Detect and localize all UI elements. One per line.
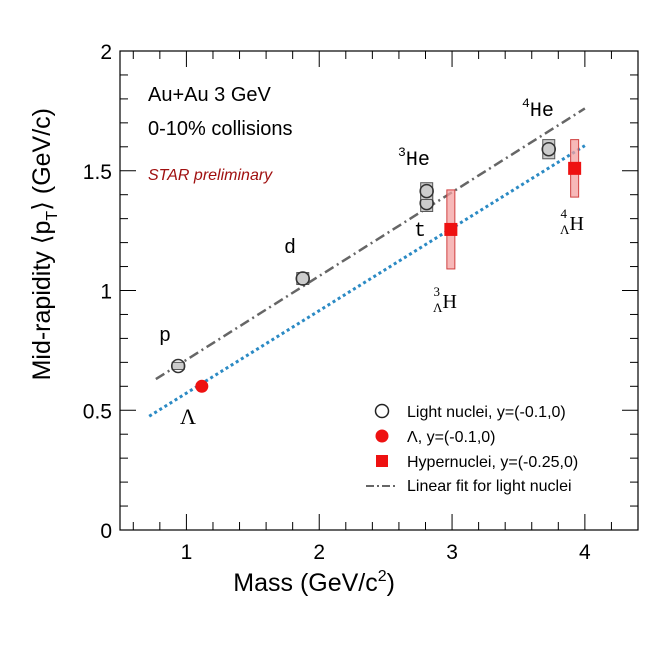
x-tick-label: 4 <box>579 541 591 564</box>
label-helium3: 3He <box>398 145 430 172</box>
label-triton: t <box>414 220 426 243</box>
linear-fit-light-nuclei <box>155 107 586 381</box>
legend-lambda-label: Λ, y=(-0.1,0) <box>407 429 496 446</box>
data-markers <box>170 139 582 393</box>
label-deuteron: d <box>284 237 296 260</box>
y-tick-label: 0 <box>100 520 112 543</box>
label-lambda: Λ <box>180 404 196 429</box>
y-axis-tick-labels: 0 0.5 1 1.5 2 <box>83 41 112 543</box>
x-tick-label: 3 <box>446 541 458 564</box>
y-tick-label: 2 <box>100 41 112 64</box>
legend-hypernuclei-marker <box>376 455 388 467</box>
annotation-system: Au+Au 3 GeV <box>148 84 272 106</box>
light-nuclei-sys-box <box>171 361 185 371</box>
legend-light-nuclei-label: Light nuclei, y=(-0.1,0) <box>407 404 566 421</box>
annotation-centrality: 0-10% collisions <box>148 118 293 140</box>
y-tick-label: 1.5 <box>83 161 112 184</box>
light-nuclei-point <box>541 141 556 157</box>
label-helium4: 4He <box>522 96 554 123</box>
legend-hypernuclei-label: Hypernuclei, y=(-0.25,0) <box>407 454 578 471</box>
label-hyperhydrogen4: 4 ΛH <box>560 206 584 237</box>
light-nuclei-point <box>295 271 311 286</box>
x-axis-label: Mass (GeV/c2) <box>233 568 395 597</box>
y-tick-label: 1 <box>100 281 112 304</box>
legend-lambda-marker <box>375 429 389 443</box>
linear-fit-hypernuclei <box>148 144 586 418</box>
label-hypertriton: 3 ΛH <box>433 284 457 315</box>
annotation-preliminary: STAR preliminary <box>148 167 273 184</box>
legend-light-nuclei-marker <box>374 403 390 419</box>
y-axis-ticks <box>120 50 638 531</box>
x-axis-ticks <box>132 51 639 530</box>
hypernuclei-point <box>444 222 458 236</box>
legend: Light nuclei, y=(-0.1,0) Λ, y=(-0.1,0) H… <box>366 403 578 495</box>
x-tick-label: 2 <box>313 541 325 564</box>
x-tick-label: 1 <box>181 541 193 564</box>
x-axis-tick-labels: 1 2 3 4 <box>181 541 591 564</box>
hypernuclei-point <box>568 161 582 175</box>
light-nuclei-point <box>419 183 434 199</box>
light-nuclei-point <box>170 358 186 374</box>
legend-fit-label: Linear fit for light nuclei <box>407 478 572 495</box>
y-tick-label: 0.5 <box>83 400 112 423</box>
label-proton: p <box>159 325 171 348</box>
y-axis-label: Mid-rapidity ⟨pT⟩ (GeV/c) <box>28 108 61 380</box>
lambda-point <box>195 379 209 393</box>
